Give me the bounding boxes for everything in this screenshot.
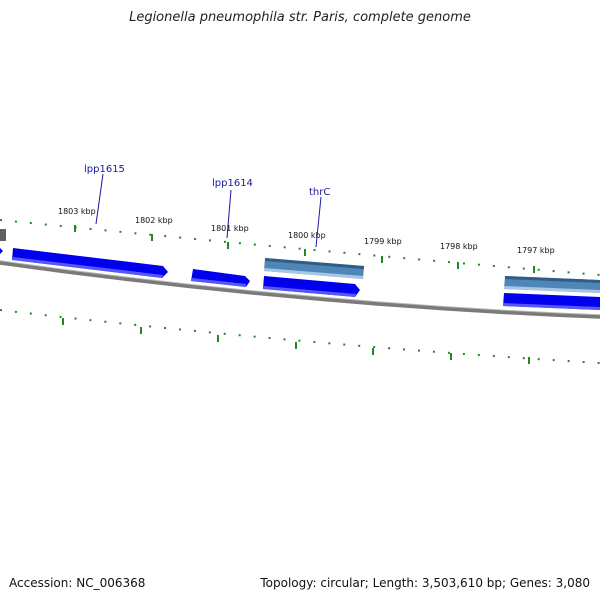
tick-label: 1800 kbp xyxy=(288,231,326,240)
tick-label: 1797 kbp xyxy=(517,246,555,255)
leader-line xyxy=(226,189,232,239)
gene-label-lpp1615[interactable]: lpp1615 xyxy=(84,164,125,175)
outer-scale-ring xyxy=(0,219,600,276)
gene-feature-partial xyxy=(0,229,6,241)
inner-major-ticks xyxy=(62,318,530,364)
gene-feature xyxy=(264,258,364,279)
cds-feature xyxy=(263,276,360,297)
leader-line xyxy=(95,173,104,225)
tick-label: 1803 kbp xyxy=(58,207,96,216)
tick-label: 1798 kbp xyxy=(440,242,478,251)
tick-label: 1802 kbp xyxy=(135,216,173,225)
leader-line xyxy=(315,196,322,248)
cds-feature xyxy=(12,248,168,278)
tick-label: 1801 kbp xyxy=(211,224,249,233)
gene-track xyxy=(264,258,600,293)
gene-label-thrc[interactable]: thrC xyxy=(309,187,330,198)
gene-label-lpp1614[interactable]: lpp1614 xyxy=(212,178,253,189)
genome-backbone xyxy=(0,260,600,319)
accession-label: Accession: NC_006368 xyxy=(9,576,146,590)
cds-track xyxy=(12,248,600,310)
genome-summary: Topology: circular; Length: 3,503,610 bp… xyxy=(260,576,590,590)
tick-label: 1799 kbp xyxy=(364,237,402,246)
major-ticks xyxy=(74,225,535,273)
cds-feature-partial xyxy=(0,248,3,254)
map-title: Legionella pneumophila str. Paris, compl… xyxy=(129,10,471,25)
inner-scale-ring xyxy=(0,309,600,364)
